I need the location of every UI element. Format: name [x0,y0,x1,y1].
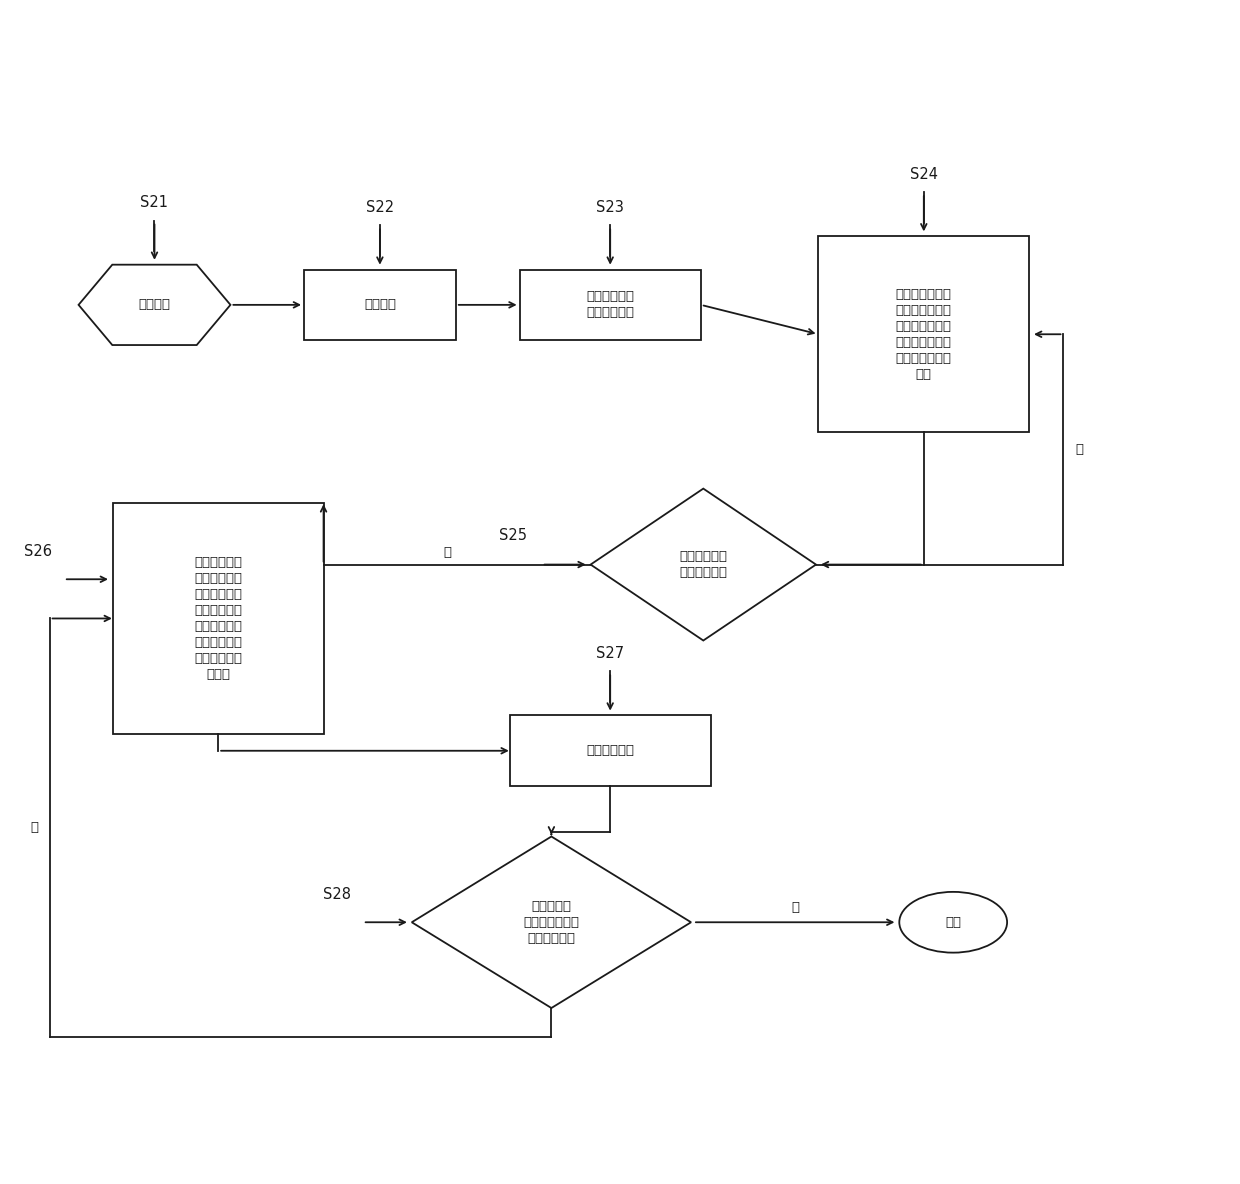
Bar [818,237,1029,432]
Text: S21: S21 [140,195,169,211]
Text: 顶点归并并存
入顶点坐标表: 顶点归并并存 入顶点坐标表 [587,290,634,320]
Text: 建立一个三角面
片对象并记录三
角面片顺序并将
三个顶点与顶点
坐标表建立对应
关系: 建立一个三角面 片对象并记录三 角面片顺序并将 三个顶点与顶点 坐标表建立对应 … [895,288,952,381]
Text: 否: 否 [30,822,38,835]
Bar [304,270,456,340]
Text: S27: S27 [596,646,624,661]
Text: 完毕: 完毕 [945,915,961,928]
Text: 是否所有三
角面片对象都已
记录相邻关系: 是否所有三 角面片对象都已 记录相邻关系 [523,900,579,945]
Bar [520,270,701,340]
Text: 是: 是 [791,901,799,914]
Text: 读入文件: 读入文件 [139,298,170,311]
Text: 顶点排序: 顶点排序 [363,298,396,311]
Text: S22: S22 [366,200,394,215]
Text: 三角面片对象
是否建立完毕: 三角面片对象 是否建立完毕 [680,551,728,579]
Text: S28: S28 [322,887,351,902]
Bar [510,715,711,786]
Bar [113,503,324,734]
Text: 是: 是 [443,546,451,559]
Text: S24: S24 [910,167,937,182]
Text: S23: S23 [596,200,624,215]
Text: 否: 否 [1075,443,1084,456]
Text: S25: S25 [498,528,527,542]
Text: S26: S26 [24,545,52,559]
Text: 读取一个三角
面片对象并根
据相邻规则在
其他三角面片
对象中寻找该
三角面片对象
的相邻三角面
片对象: 读取一个三角 面片对象并根 据相邻规则在 其他三角面片 对象中寻找该 三角面片对… [195,556,242,681]
Text: 记录相邻关系: 记录相邻关系 [587,745,634,758]
